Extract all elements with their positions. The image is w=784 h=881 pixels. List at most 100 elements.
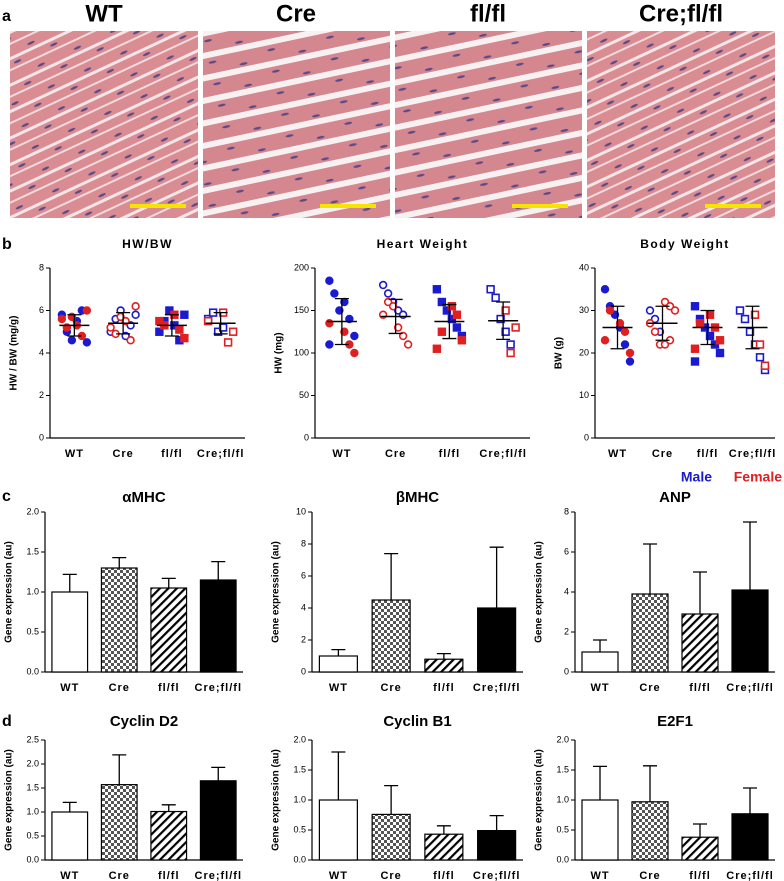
chart: ANP Gene expression (au) 0 2 4 6 8 WT Cre fl/fl Cr… bbox=[534, 489, 775, 694]
bar bbox=[477, 829, 517, 861]
sd-bar bbox=[213, 311, 228, 335]
chart: Cyclin B1 Gene expression (au) 0.0 0.5 1.0 1.… bbox=[271, 713, 523, 881]
y-tick-label: 8 bbox=[564, 506, 569, 516]
x-tick-label: Cre bbox=[639, 870, 660, 881]
bar bbox=[318, 799, 358, 861]
histology-image bbox=[395, 31, 582, 218]
data-point bbox=[760, 361, 770, 370]
sd-bar bbox=[610, 305, 625, 350]
y-tick-label: 8 bbox=[301, 538, 306, 548]
y-axis-label: Gene expression (au) bbox=[4, 749, 15, 851]
data-point bbox=[203, 316, 213, 326]
scale-bar bbox=[705, 204, 761, 208]
data-point bbox=[735, 306, 745, 315]
data-point bbox=[506, 340, 515, 349]
scale-bar bbox=[320, 204, 376, 208]
chart-title: HW/BW bbox=[122, 237, 173, 251]
scale-bar bbox=[130, 204, 186, 208]
bar bbox=[731, 813, 769, 861]
y-tick-label: 150 bbox=[294, 305, 309, 315]
chart: Body Weight BW (g) 0 10 20 30 40 WT Cre fl/fl Cre;… bbox=[554, 237, 776, 460]
sd-bar bbox=[655, 305, 670, 341]
data-point bbox=[615, 319, 625, 328]
x-tick-label: fl/fl bbox=[158, 870, 180, 881]
bar bbox=[318, 655, 358, 673]
y-tick-label: 2 bbox=[39, 390, 44, 400]
x-tick-label: fl/fl bbox=[161, 448, 183, 460]
data-point bbox=[131, 310, 140, 319]
x-tick-label: Cre bbox=[652, 448, 673, 460]
error-bar bbox=[211, 560, 226, 580]
y-tick-label: 0.0 bbox=[26, 854, 39, 864]
bar bbox=[581, 799, 619, 861]
error-bar bbox=[211, 766, 226, 781]
histology-image bbox=[203, 31, 390, 218]
data-point bbox=[383, 289, 393, 298]
bar bbox=[150, 810, 188, 861]
chart-title: Cyclin D2 bbox=[110, 713, 178, 730]
bar bbox=[424, 658, 464, 673]
image-label: Cre;fl/fl bbox=[639, 0, 723, 27]
data-point bbox=[491, 293, 500, 302]
x-tick-label: Cre bbox=[112, 448, 133, 460]
chart-title: Heart Weight bbox=[377, 237, 469, 251]
y-tick-label: 2.0 bbox=[293, 734, 306, 744]
chart-title: βMHC bbox=[396, 489, 439, 506]
data-point bbox=[82, 306, 92, 315]
error-bar bbox=[384, 784, 399, 815]
data-point bbox=[645, 306, 655, 315]
x-tick-label: fl/fl bbox=[439, 448, 461, 460]
error-bar bbox=[593, 765, 607, 800]
error-bar bbox=[743, 521, 757, 590]
error-bar bbox=[643, 765, 657, 802]
y-tick-label: 200 bbox=[294, 262, 309, 272]
x-tick-label: fl/fl bbox=[689, 682, 711, 694]
image-label: WT bbox=[85, 0, 123, 27]
sd-bar bbox=[334, 297, 349, 346]
data-point bbox=[745, 327, 755, 336]
error-bar bbox=[489, 814, 504, 831]
data-point bbox=[690, 357, 700, 366]
bar bbox=[150, 587, 188, 673]
data-point bbox=[625, 357, 635, 366]
y-tick-label: 20 bbox=[579, 347, 589, 357]
y-tick-label: 1.5 bbox=[26, 546, 39, 556]
error-bar bbox=[331, 648, 346, 656]
image-label: fl/fl bbox=[470, 0, 506, 27]
bar bbox=[581, 651, 619, 673]
data-point bbox=[695, 319, 705, 328]
y-tick-label: 0.5 bbox=[556, 824, 569, 834]
x-tick-label: fl/fl bbox=[433, 870, 455, 881]
x-tick-label: WT bbox=[590, 870, 609, 881]
data-point bbox=[155, 327, 164, 336]
data-point bbox=[442, 306, 452, 315]
y-tick-label: 2 bbox=[564, 626, 569, 636]
y-tick-label: 2.0 bbox=[556, 734, 569, 744]
data-point bbox=[750, 310, 760, 319]
data-point bbox=[715, 336, 725, 345]
bar bbox=[100, 784, 138, 861]
legend-label: Female bbox=[734, 469, 782, 485]
x-tick-label: Cre bbox=[380, 682, 401, 694]
data-point bbox=[620, 340, 630, 349]
bar bbox=[477, 607, 517, 673]
x-tick-label: Cre;fl/fl bbox=[197, 448, 245, 460]
bar bbox=[371, 599, 411, 673]
bar bbox=[631, 593, 669, 673]
data-point bbox=[740, 314, 750, 324]
data-point bbox=[393, 323, 403, 332]
panel-label: b bbox=[2, 236, 12, 253]
x-tick-label: Cre bbox=[385, 448, 406, 460]
error-bar bbox=[743, 787, 757, 814]
data-point bbox=[447, 314, 457, 324]
data-point bbox=[457, 336, 467, 345]
sd-bar bbox=[700, 309, 715, 346]
data-point bbox=[625, 348, 635, 358]
y-tick-label: 6 bbox=[39, 305, 44, 315]
y-tick-label: 100 bbox=[294, 347, 309, 357]
data-point bbox=[131, 302, 140, 311]
x-tick-label: Cre bbox=[109, 682, 130, 694]
data-point bbox=[501, 306, 510, 315]
y-tick-label: 6 bbox=[301, 570, 306, 580]
